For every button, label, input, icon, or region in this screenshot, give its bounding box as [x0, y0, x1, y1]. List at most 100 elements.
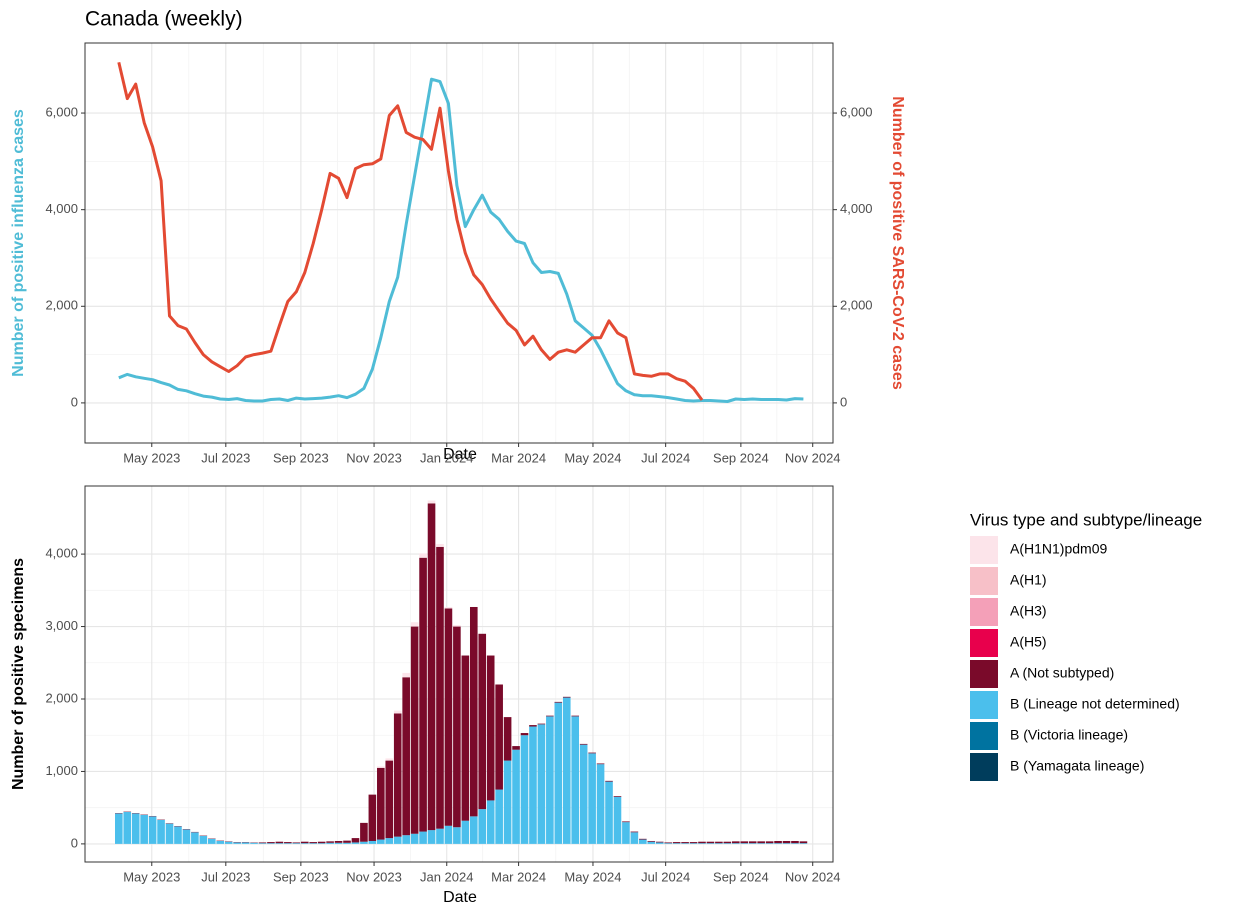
bar-segment: [554, 702, 563, 844]
plot-background: [85, 43, 833, 443]
bar-segment: [681, 843, 689, 844]
bar-segment: [554, 701, 563, 703]
bar-segment: [630, 832, 639, 844]
bar-segment: [596, 764, 605, 844]
y2-tick-label: 0: [840, 394, 847, 409]
bar-segment: [740, 841, 749, 844]
bar-segment: [698, 841, 706, 844]
y-axis-title: Number of positive specimens: [10, 558, 27, 790]
bar-segment: [317, 841, 326, 844]
x-tick-label: May 2024: [564, 450, 621, 465]
legend-label: A(H3): [1010, 603, 1047, 619]
bar-segment: [706, 843, 715, 844]
bar-segment: [486, 800, 495, 844]
bar-segment: [630, 831, 639, 833]
bar-segment: [664, 842, 672, 844]
bar-segment: [377, 839, 385, 844]
y-tick-label: 2,000: [45, 298, 78, 313]
legend-swatch: [970, 598, 998, 626]
bar-segment: [647, 841, 656, 844]
bar-segment: [453, 827, 461, 844]
bar-segment: [207, 838, 216, 844]
bar-segment: [588, 752, 596, 754]
legend-swatch: [970, 536, 998, 564]
bar-segment: [461, 820, 470, 844]
bar-segment: [267, 843, 275, 844]
bar-segment: [157, 819, 165, 844]
bar-segment: [131, 813, 140, 844]
bar-segment: [562, 697, 571, 844]
plot-border: [84, 485, 834, 863]
line-series: [117, 61, 704, 401]
legend-swatch: [970, 753, 998, 781]
bar-segment: [639, 838, 647, 840]
legend-label: B (Victoria lineage): [1010, 727, 1128, 743]
y-tick-label: 4,000: [45, 201, 78, 216]
bar-segment: [546, 716, 554, 844]
legend-label: A(H1N1)pdm09: [1010, 541, 1107, 557]
bar-segment: [233, 842, 241, 844]
bar-segment: [300, 841, 309, 844]
bar-segment: [799, 841, 808, 844]
bar-segment: [571, 715, 580, 717]
bar-segment: [191, 832, 199, 844]
x-tick-label: Jul 2024: [641, 450, 690, 465]
bar-segment: [275, 841, 284, 844]
bar-segment: [453, 625, 461, 627]
x-tick-label: Jan 2024: [420, 869, 474, 884]
bar-segment: [393, 710, 402, 714]
bar-segment: [774, 843, 782, 844]
x-tick-label: Jul 2024: [641, 869, 690, 884]
bar-segment: [774, 840, 782, 844]
bar-segment: [723, 841, 732, 844]
bar-segment: [757, 843, 765, 844]
bar-segment: [410, 622, 419, 627]
bar-segment: [596, 763, 605, 765]
bar-segment: [309, 843, 318, 844]
bar-segment: [309, 842, 318, 844]
x-tick-label: Jan 2024: [420, 450, 474, 465]
bar-segment: [622, 822, 630, 844]
bar-segment: [562, 696, 571, 698]
bar-segment: [672, 842, 681, 844]
bar-segment: [385, 760, 394, 839]
bar-segment: [182, 829, 191, 844]
bar-segment: [520, 735, 529, 844]
x-tick-label: May 2023: [123, 450, 180, 465]
bar-segment: [723, 843, 732, 844]
x-tick-label: Nov 2024: [785, 869, 841, 884]
bar-segment: [326, 842, 334, 844]
bar-segment: [664, 843, 672, 844]
bar-segment: [655, 842, 664, 844]
bar-segment: [300, 843, 309, 844]
bar-segment: [402, 677, 410, 836]
bar-segment: [469, 816, 478, 844]
bar-segment: [503, 717, 512, 761]
bar-segment: [588, 753, 596, 844]
x-tick-label: Mar 2024: [491, 450, 546, 465]
legend-swatch: [970, 660, 998, 688]
bar-segment: [284, 842, 292, 844]
bar-segment: [571, 716, 580, 844]
x-tick-label: Sep 2023: [273, 450, 329, 465]
bar-segment: [444, 825, 453, 844]
x-tick-label: Nov 2023: [346, 450, 402, 465]
bar-segment: [495, 789, 503, 844]
bar-segment: [782, 843, 791, 844]
bar-segment: [402, 835, 410, 844]
bar-segment: [782, 840, 791, 844]
y-tick-label: 0: [71, 394, 78, 409]
legend-title: Virus type and subtype/lineage: [970, 510, 1202, 529]
plot-border: [84, 42, 834, 444]
bar-segment: [275, 843, 284, 844]
bar-segment: [326, 841, 334, 843]
y2-axis-title: Number of positive SARS-CoV-2 cases: [889, 96, 906, 390]
bar-segment: [731, 841, 740, 844]
bar-segment: [715, 843, 723, 844]
bar-segment: [503, 760, 512, 844]
bar-segment: [258, 843, 267, 844]
bar-segment: [250, 842, 258, 844]
x-tick-label: Nov 2024: [785, 450, 841, 465]
bar-segment: [689, 842, 698, 844]
bar-segment: [495, 684, 503, 790]
